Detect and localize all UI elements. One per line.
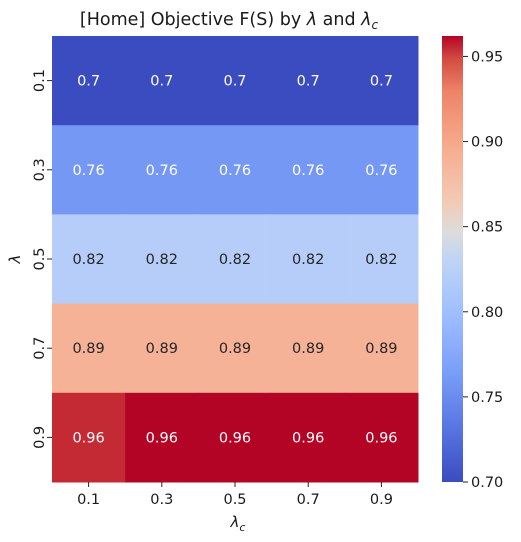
colorbar-tick-label: 0.85 [471,220,503,236]
heatmap-cell [198,214,273,305]
y-axis: 0.1 0.3 0.5 0.7 0.9 [32,69,52,449]
x-tick-label: 0.7 [297,492,320,508]
cell-value-label: 0.82 [146,252,178,268]
cell-value-label: 0.7 [223,74,246,90]
cell-value-label: 0.89 [365,341,397,357]
cell-value-label: 0.89 [146,341,178,357]
heatmap-cell-labels: 0.7 0.7 0.7 0.7 0.7 0.76 0.76 0.76 0.76 0.76 0.82 0… [72,74,397,447]
cell-value-label: 0.96 [365,430,397,446]
heatmap-cell [198,392,273,483]
heatmap-cell [344,214,419,305]
cell-value-label: 0.96 [72,430,104,446]
colorbar-tick-label: 0.95 [471,49,503,65]
y-tick-label: 0.3 [32,158,48,181]
x-tick-label: 0.3 [150,492,173,508]
x-axis-label: λc [230,513,246,534]
chart-title: [Home] Objective F(S) by λ and λc [80,10,379,32]
heatmap-cell [271,36,346,126]
x-axis: 0.1 0.3 0.5 0.7 0.9 [77,482,393,508]
cell-value-label: 0.76 [72,163,104,179]
heatmap-cell [52,36,126,126]
heatmap-cell [271,303,346,394]
heatmap-cell [52,392,126,483]
cell-value-label: 0.82 [72,252,104,268]
colorbar-tick-label: 0.90 [471,135,503,151]
heatmap-cell [271,392,346,483]
cell-value-label: 0.76 [365,163,397,179]
heatmap-cell [198,303,273,394]
colorbar [442,36,463,482]
heatmap-cell [125,36,199,126]
heatmap-cell [344,36,419,126]
heatmap-cell [198,36,273,126]
cell-value-label: 0.96 [292,430,324,446]
heatmap-cell [344,392,419,483]
cell-value-label: 0.76 [219,163,251,179]
heatmap-cell [198,125,273,215]
cell-value-label: 0.7 [370,74,393,90]
heatmap-cell [125,392,199,483]
heatmap-cell [125,214,199,305]
heatmap-cell [344,125,419,215]
cell-value-label: 0.7 [150,74,173,90]
cell-value-label: 0.96 [146,430,178,446]
colorbar-tick-label: 0.70 [471,475,503,491]
heatmap-cell [52,303,126,394]
cell-value-label: 0.89 [292,341,324,357]
cell-value-label: 0.82 [219,252,251,268]
cell-value-label: 0.96 [219,430,251,446]
heatmap-cell [52,214,126,305]
cell-value-label: 0.76 [292,163,324,179]
x-tick-label: 0.1 [77,492,100,508]
heatmap-cell [271,214,346,305]
cell-value-label: 0.82 [292,252,324,268]
cell-value-label: 0.7 [297,74,320,90]
cell-value-label: 0.7 [77,74,100,90]
x-tick-label: 0.9 [370,492,393,508]
colorbar-tick-label: 0.75 [471,390,503,406]
x-tick-label: 0.5 [223,492,246,508]
colorbar-ticks: 0.70 0.75 0.80 0.85 0.90 0.95 [463,49,503,491]
heatmap-cell [125,303,199,394]
y-tick-label: 0.5 [32,247,48,270]
heatmap-cell [52,125,126,215]
cell-value-label: 0.89 [219,341,251,357]
heatmap-cells [52,36,419,483]
cell-value-label: 0.82 [365,252,397,268]
colorbar-tick-label: 0.80 [471,305,503,321]
cell-value-label: 0.89 [72,341,104,357]
y-axis-label: λ [6,255,24,265]
heatmap-cell [271,125,346,215]
heatmap-cell [344,303,419,394]
y-tick-label: 0.7 [32,337,48,360]
y-tick-label: 0.1 [32,69,48,92]
y-tick-label: 0.9 [32,426,48,449]
cell-value-label: 0.76 [146,163,178,179]
heatmap-cell [125,125,199,215]
